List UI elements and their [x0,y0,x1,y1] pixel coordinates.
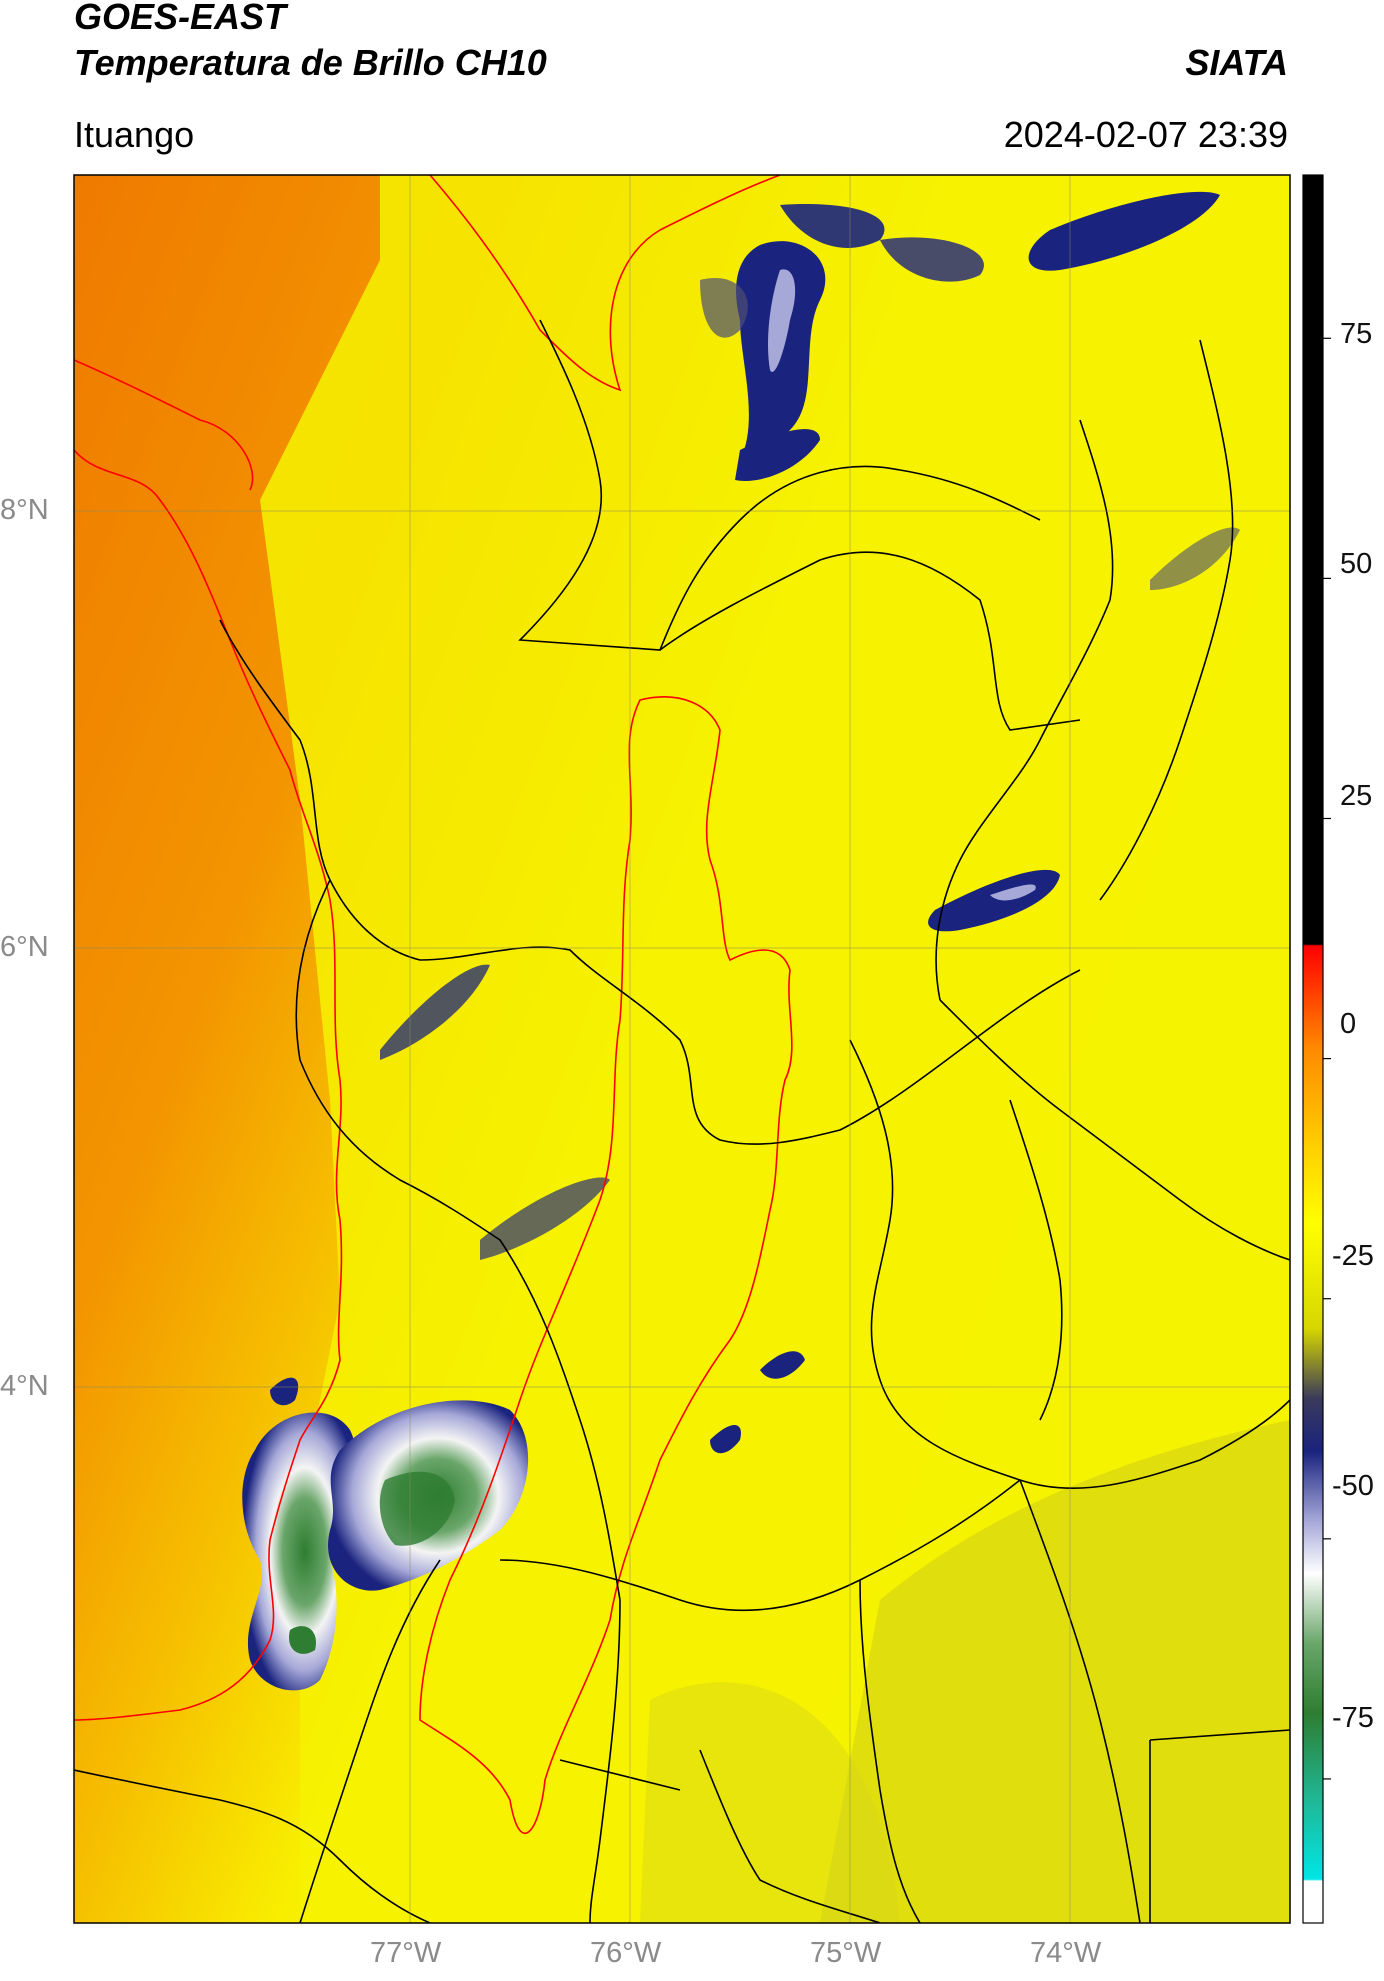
lat-label-8n: 8°N [0,494,49,526]
basin-outline [419,696,793,1835]
colorbar-tick-label: -25 [1332,1240,1374,1272]
lon-label-74w: 74°W [1030,1937,1102,1969]
storm-cell [242,1400,529,1691]
region-label: Ituango [74,114,195,155]
admin-borders [74,319,1290,1923]
colorbar-tick-label: 0 [1340,1008,1357,1040]
product-title: Temperatura de Brillo CH10 [74,42,547,83]
lon-label-76w: 76°W [590,1937,662,1969]
lon-label-75w: 75°W [810,1937,882,1969]
colorbar-tick-label: 75 [1340,318,1373,350]
map-frame [73,174,1291,1924]
colorbar-tick-label: -50 [1332,1470,1374,1502]
satellite-title: GOES-EAST [74,0,287,37]
colorbar-tick-label: -75 [1332,1702,1374,1734]
cloud-cluster-center [270,527,1240,1454]
brand-label: SIATA [1185,42,1288,83]
colorbar [1302,174,1331,1924]
lat-label-4n: 4°N [0,1370,49,1402]
colorbar-tick-label: 25 [1340,780,1373,812]
graticule [74,175,1290,1923]
colorbar-tick-label: 50 [1340,548,1373,580]
map-field [74,175,1290,1923]
lon-label-77w: 77°W [370,1937,442,1969]
lat-label-6n: 6°N [0,931,49,963]
cloud-cluster-north [700,191,1220,481]
timestamp-label: 2024-02-07 23:39 [1003,114,1288,155]
